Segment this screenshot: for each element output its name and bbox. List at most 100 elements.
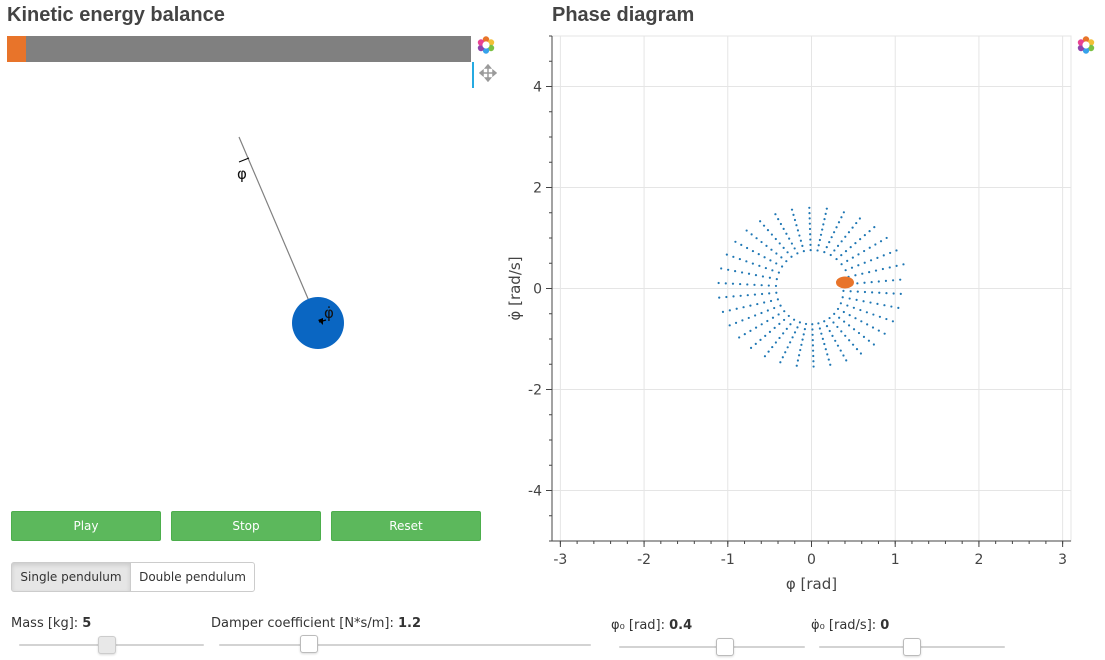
trajectory-point — [796, 252, 799, 255]
x-tick-label: -1 — [721, 552, 735, 568]
trajectory-point — [844, 269, 847, 272]
trajectory-point — [769, 259, 772, 262]
y-tick-label: -2 — [528, 383, 542, 399]
trajectory-point — [792, 318, 796, 321]
trajectory-point — [885, 292, 888, 295]
trajectory-point — [857, 264, 860, 267]
trajectory-point — [855, 348, 859, 351]
damper-slider-track — [219, 644, 591, 646]
trajectory-point — [778, 322, 781, 326]
trajectory-point — [774, 237, 777, 241]
trajectory-point — [763, 355, 767, 358]
trajectory-point — [849, 290, 852, 293]
trajectory-point — [844, 334, 847, 337]
trajectory-point — [741, 319, 744, 322]
x-axis-label: φ [rad] — [786, 575, 837, 593]
trajectory-point — [782, 318, 786, 322]
trajectory-point — [788, 237, 791, 240]
trajectory-point — [739, 294, 742, 297]
mass-slider-thumb[interactable] — [98, 636, 116, 654]
trajectory-point — [812, 360, 815, 363]
x-tick-label: -2 — [637, 552, 651, 568]
trajectory-point — [790, 255, 793, 258]
energy-bar — [7, 36, 471, 62]
trajectory-point — [732, 295, 735, 298]
trajectory-point — [774, 213, 777, 216]
trajectory-point — [734, 270, 737, 273]
trajectory-point — [808, 211, 811, 215]
trajectory-point — [828, 329, 831, 333]
trajectory-point — [863, 249, 866, 253]
trajectory-point — [856, 282, 859, 285]
trajectory-point — [879, 240, 883, 243]
trajectory-point — [796, 359, 800, 362]
trajectory-point — [797, 354, 801, 357]
trajectory-point — [812, 365, 815, 368]
trajectory-point — [724, 282, 727, 285]
trajectory-point — [766, 229, 770, 232]
trajectory-point — [884, 279, 888, 283]
pendulum-bob — [292, 297, 344, 349]
single-pendulum-toggle[interactable]: Single pendulum — [11, 562, 131, 592]
trajectory-point — [717, 281, 720, 285]
trajectory-point — [869, 301, 872, 304]
trajectory-point — [782, 246, 785, 249]
phidot0-slider-thumb[interactable] — [903, 638, 921, 656]
phase-diagram-chart[interactable]: -3 -2 -1 0 1 2 3 -4 -2 0 2 4 φ [rad] φ̇ [rad/s] — [500, 30, 1080, 600]
trajectory-point — [779, 361, 782, 364]
trajectory-point — [863, 261, 866, 264]
y-tick-label: -4 — [528, 484, 542, 500]
trajectory-point — [852, 306, 855, 309]
trajectory-point — [746, 294, 749, 297]
x-tick-label: 3 — [1058, 552, 1067, 568]
damper-slider-thumb[interactable] — [300, 635, 318, 653]
trajectory-point — [779, 304, 782, 307]
trajectory-point — [882, 254, 885, 257]
trajectory-point — [836, 244, 840, 247]
trajectory-point — [823, 218, 826, 221]
trajectory-point — [790, 208, 794, 211]
bokeh-logo-icon[interactable] — [476, 35, 496, 55]
trajectory-point — [783, 310, 786, 313]
trajectory-point — [809, 243, 812, 246]
phi0-slider-thumb[interactable] — [716, 638, 734, 656]
trajectory-point — [760, 240, 763, 244]
trajectory-point — [771, 269, 774, 272]
trajectory-point — [811, 328, 814, 331]
trajectory-series — [717, 206, 905, 368]
trajectory-point — [765, 244, 768, 247]
double-pendulum-toggle[interactable]: Double pendulum — [130, 562, 255, 592]
trajectory-point — [770, 233, 773, 236]
trajectory-point — [850, 266, 854, 269]
trajectory-point — [829, 253, 832, 257]
trajectory-point — [863, 234, 866, 237]
stop-button[interactable]: Stop — [171, 511, 321, 541]
trajectory-point — [877, 280, 880, 283]
trajectory-point — [771, 345, 774, 349]
trajectory-point — [759, 338, 762, 341]
trajectory-point — [836, 344, 840, 347]
trajectory-point — [890, 305, 893, 308]
y-tick-label: 0 — [533, 282, 542, 298]
trajectory-point — [768, 330, 772, 333]
trajectory-point — [750, 233, 753, 236]
trajectory-point — [842, 310, 845, 314]
trajectory-point — [768, 276, 771, 279]
pan-move-icon[interactable] — [478, 63, 498, 83]
trajectory-point — [874, 243, 877, 246]
bokeh-logo-icon[interactable] — [1076, 35, 1096, 55]
trajectory-point — [763, 256, 766, 259]
trajectory-point — [833, 249, 836, 252]
trajectory-point — [795, 224, 798, 227]
trajectory-point — [878, 291, 881, 294]
play-button[interactable]: Play — [11, 511, 161, 541]
trajectory-point — [833, 312, 836, 316]
reset-button[interactable]: Reset — [331, 511, 481, 541]
trajectory-point — [889, 251, 892, 255]
trajectory-point — [876, 302, 879, 305]
trajectory-point — [843, 320, 846, 323]
trajectory-point — [766, 319, 769, 323]
trajectory-point — [849, 246, 852, 249]
trajectory-point — [754, 326, 758, 329]
trajectory-point — [775, 262, 778, 265]
